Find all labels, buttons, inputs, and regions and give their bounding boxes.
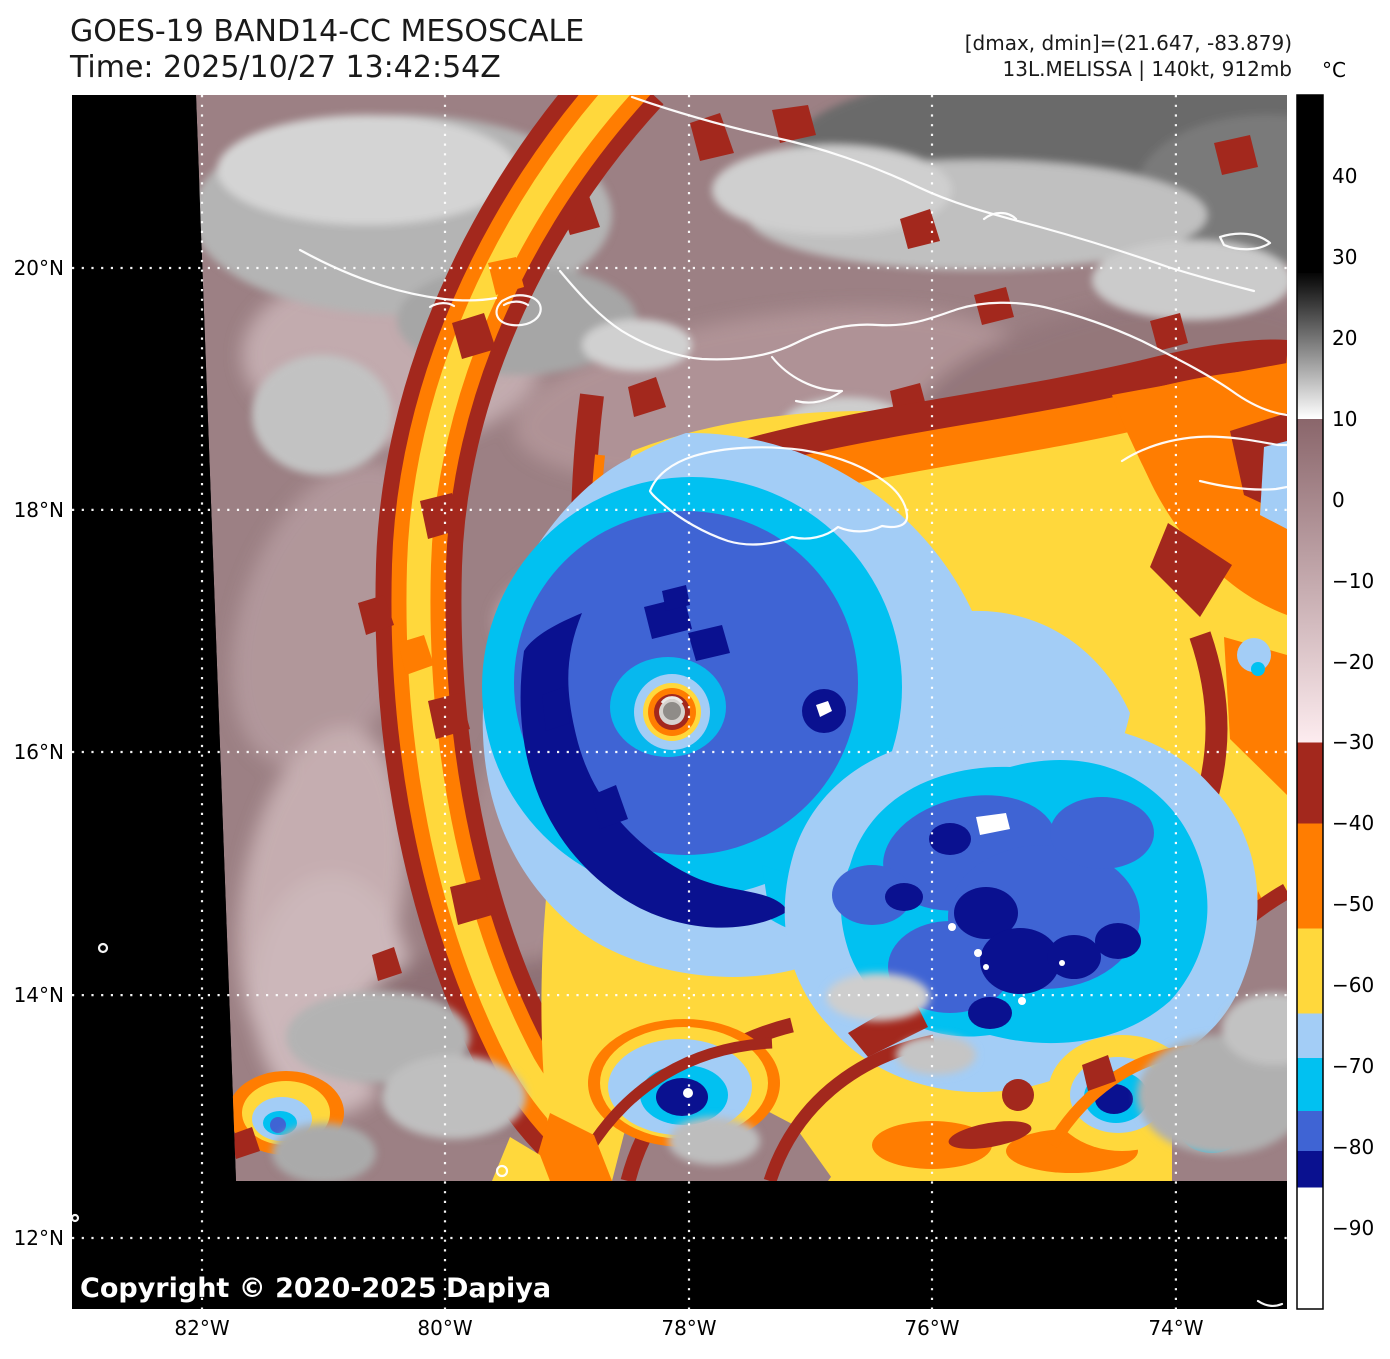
- colorbar-tick-label: −50: [1332, 892, 1375, 917]
- gray-clouds: [196, 95, 1287, 537]
- colorbar-tick-label: 0: [1332, 487, 1345, 512]
- hispaniola-south-coastline: [1198, 479, 1287, 491]
- lat-tick-label: 16°N: [13, 740, 64, 765]
- cuba-bay-coastline: [770, 355, 844, 404]
- colorbar-tick-label: −20: [1332, 649, 1375, 674]
- colorbar-tick-label: −60: [1332, 973, 1375, 998]
- lat-tick-label: 12°N: [13, 1225, 64, 1250]
- copyright-label: Copyright © 2020-2025 Dapiya: [80, 1273, 551, 1304]
- colorbar-tick-label: 40: [1332, 163, 1358, 188]
- colorbar-tick-label: 10: [1332, 406, 1358, 431]
- colorbar: [1296, 94, 1324, 1310]
- lon-tick-label: 74°W: [1148, 1316, 1204, 1340]
- colorbar-tick-label: −70: [1332, 1054, 1375, 1079]
- colorbar-tick-label: −40: [1332, 811, 1375, 836]
- cay-coastline: [982, 211, 1018, 221]
- gray-clouds-low: [272, 973, 1287, 1181]
- timestamp-label: Time: 2025/10/27 13:42:54Z: [70, 50, 501, 85]
- lon-tick-label: 78°W: [661, 1316, 717, 1340]
- cuba-north-coastline: [630, 95, 1256, 293]
- lat-tick-label: 20°N: [13, 255, 64, 280]
- isla-juventud-coastline: [495, 294, 542, 327]
- header-left: GOES-19 BAND14-CC MESOSCALE Time: 2025/1…: [70, 14, 584, 86]
- colorbar-tick-label: −80: [1332, 1135, 1375, 1160]
- hispaniola-coastline: [1120, 435, 1287, 463]
- little-cayman-coastline: [502, 300, 530, 307]
- lon-tick-label: 76°W: [904, 1316, 960, 1340]
- colorbar-tick-label: 20: [1332, 325, 1358, 350]
- southern-band: [228, 995, 1245, 1181]
- colorbar-tick-label: −10: [1332, 568, 1375, 593]
- page-title: GOES-19 BAND14-CC MESOSCALE: [70, 14, 585, 49]
- satellite-plot: Copyright © 2020-2025 Dapiya: [72, 95, 1287, 1309]
- colorbar-gradient: [1296, 94, 1324, 1310]
- lon-tick-label: 80°W: [417, 1316, 473, 1340]
- bahamas-islet-coastline: [1218, 232, 1272, 251]
- jamaica-coastline: [648, 446, 909, 546]
- colorbar-tick-label: 30: [1332, 244, 1358, 269]
- grand-cayman-coastline: [428, 302, 456, 309]
- hurricane-eye: [610, 657, 726, 757]
- colorbar-unit-label: °C: [1322, 58, 1346, 82]
- lat-tick-label: 14°N: [13, 983, 64, 1008]
- data-range-label: [dmax, dmin]=(21.647, -83.879): [964, 31, 1292, 55]
- colorbar-tick-label: −90: [1332, 1216, 1375, 1241]
- storm-info-label: 13L.MELISSA | 140kt, 912mb: [1002, 57, 1292, 81]
- island-marks: [72, 942, 1284, 1308]
- cuba-coastline: [298, 248, 498, 302]
- lon-tick-label: 82°W: [174, 1316, 230, 1340]
- header-right: [dmax, dmin]=(21.647, -83.879) 13L.MELIS…: [800, 30, 1292, 82]
- satellite-image: [196, 95, 1287, 1181]
- colorbar-tick-label: −30: [1332, 730, 1375, 755]
- lat-tick-label: 18°N: [13, 497, 64, 522]
